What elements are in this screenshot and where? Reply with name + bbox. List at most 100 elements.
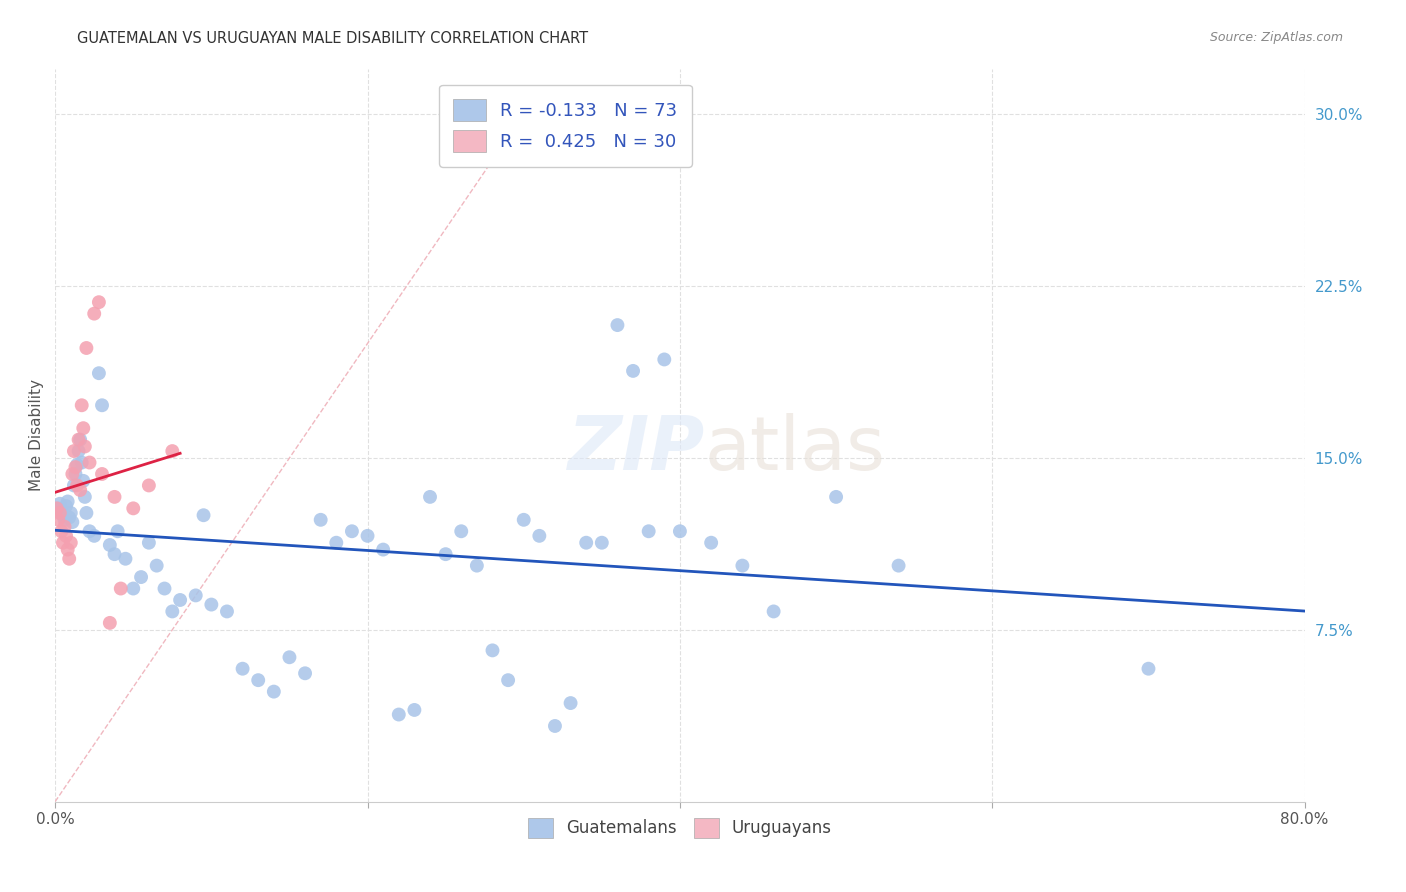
Text: atlas: atlas [704, 413, 886, 486]
Point [114, 551, 136, 566]
Point [66, 458, 89, 472]
Legend: Guatemalans, Uruguayans: Guatemalans, Uruguayans [522, 811, 838, 845]
Point [129, 570, 152, 584]
Point [65, 460, 87, 475]
Point [55, 529, 77, 543]
Point [263, 684, 285, 698]
Point [575, 535, 598, 549]
Point [373, 542, 395, 557]
Point [46, 501, 69, 516]
Point [529, 529, 551, 543]
Text: ZIP: ZIP [568, 413, 704, 486]
Point [75, 506, 97, 520]
Point [52, 508, 75, 523]
Point [465, 558, 488, 573]
Point [49, 506, 72, 520]
Point [91, 398, 114, 412]
Point [51, 524, 73, 539]
Text: Source: ZipAtlas.com: Source: ZipAtlas.com [1209, 31, 1343, 45]
Point [63, 444, 86, 458]
Point [621, 364, 644, 378]
Point [1137, 662, 1160, 676]
Point [138, 478, 160, 492]
Point [55, 499, 77, 513]
Point [98, 615, 121, 630]
Point [825, 490, 848, 504]
Point [103, 490, 125, 504]
Point [83, 307, 105, 321]
Point [58, 510, 80, 524]
Point [53, 513, 76, 527]
Point [169, 593, 191, 607]
Point [79, 456, 101, 470]
Point [340, 524, 363, 539]
Point [110, 582, 132, 596]
Point [70, 398, 93, 412]
Point [294, 666, 316, 681]
Point [63, 478, 86, 492]
Point [65, 467, 87, 481]
Point [434, 547, 457, 561]
Point [98, 538, 121, 552]
Point [60, 467, 83, 481]
Point [45, 501, 67, 516]
Point [544, 719, 567, 733]
Point [67, 433, 90, 447]
Point [122, 582, 145, 596]
Point [87, 295, 110, 310]
Point [606, 318, 628, 332]
Point [52, 535, 75, 549]
Point [496, 673, 519, 688]
Point [247, 673, 270, 688]
Point [107, 524, 129, 539]
Point [72, 474, 94, 488]
Point [87, 366, 110, 380]
Point [138, 535, 160, 549]
Point [652, 352, 675, 367]
Point [278, 650, 301, 665]
Point [637, 524, 659, 539]
Point [60, 515, 83, 529]
Point [91, 467, 114, 481]
Point [53, 519, 76, 533]
Point [59, 506, 82, 520]
Point [59, 535, 82, 549]
Point [215, 604, 238, 618]
Point [184, 588, 207, 602]
Point [46, 513, 69, 527]
Point [69, 433, 91, 447]
Point [69, 483, 91, 497]
Point [356, 529, 378, 543]
Point [75, 341, 97, 355]
Point [731, 558, 754, 573]
Point [58, 551, 80, 566]
Point [83, 529, 105, 543]
Point [404, 703, 426, 717]
Point [72, 421, 94, 435]
Point [419, 490, 441, 504]
Point [162, 604, 184, 618]
Point [388, 707, 411, 722]
Point [591, 535, 613, 549]
Point [560, 696, 582, 710]
Point [103, 547, 125, 561]
Point [232, 662, 254, 676]
Point [145, 558, 167, 573]
Point [162, 444, 184, 458]
Y-axis label: Male Disability: Male Disability [30, 379, 44, 491]
Point [193, 508, 215, 523]
Point [70, 456, 93, 470]
Point [762, 604, 785, 618]
Point [325, 535, 347, 549]
Point [200, 598, 222, 612]
Point [67, 444, 90, 458]
Point [700, 535, 723, 549]
Point [73, 490, 96, 504]
Point [122, 501, 145, 516]
Point [669, 524, 692, 539]
Point [153, 582, 176, 596]
Point [450, 524, 472, 539]
Point [481, 643, 503, 657]
Point [887, 558, 910, 573]
Text: GUATEMALAN VS URUGUAYAN MALE DISABILITY CORRELATION CHART: GUATEMALAN VS URUGUAYAN MALE DISABILITY … [77, 31, 589, 46]
